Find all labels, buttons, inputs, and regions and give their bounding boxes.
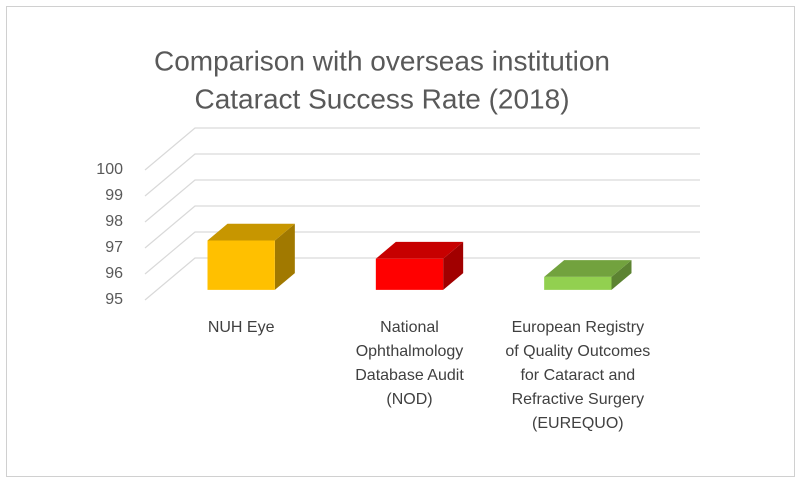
y-tick-label: 100 (96, 161, 123, 178)
grid-line (144, 257, 700, 301)
bar-side (443, 241, 464, 290)
x-tick-label: European Registry of Quality Outcomes fo… (505, 319, 651, 432)
bar-top (375, 241, 464, 259)
bar (544, 260, 632, 290)
y-tick-label: 97 (105, 239, 123, 256)
bar-side (274, 223, 295, 290)
x-tick-label: NUH Eye (207, 319, 275, 336)
grid-line (144, 179, 700, 223)
bar-front (544, 276, 612, 290)
y-tick-label: 98 (105, 213, 123, 230)
bar-top (544, 260, 632, 277)
bar-front (207, 240, 275, 290)
y-tick-label: 96 (105, 265, 123, 282)
chart-border (6, 6, 795, 477)
x-tick-label: National Ophthalmology Database Audit (N… (355, 319, 464, 408)
grid-line (144, 153, 700, 197)
chart-title: Comparison with overseas institution (154, 45, 610, 76)
grid-line (144, 127, 700, 171)
bar-front (375, 258, 444, 290)
bar-top (207, 223, 295, 241)
bar-side (611, 260, 632, 290)
grid-line (144, 231, 700, 275)
grid-line (144, 205, 700, 249)
bar (375, 241, 464, 290)
y-tick-label: 95 (105, 291, 123, 308)
chart-subtitle: Cataract Success Rate (2018) (194, 83, 569, 114)
bar (207, 223, 295, 290)
y-tick-label: 99 (105, 187, 123, 204)
